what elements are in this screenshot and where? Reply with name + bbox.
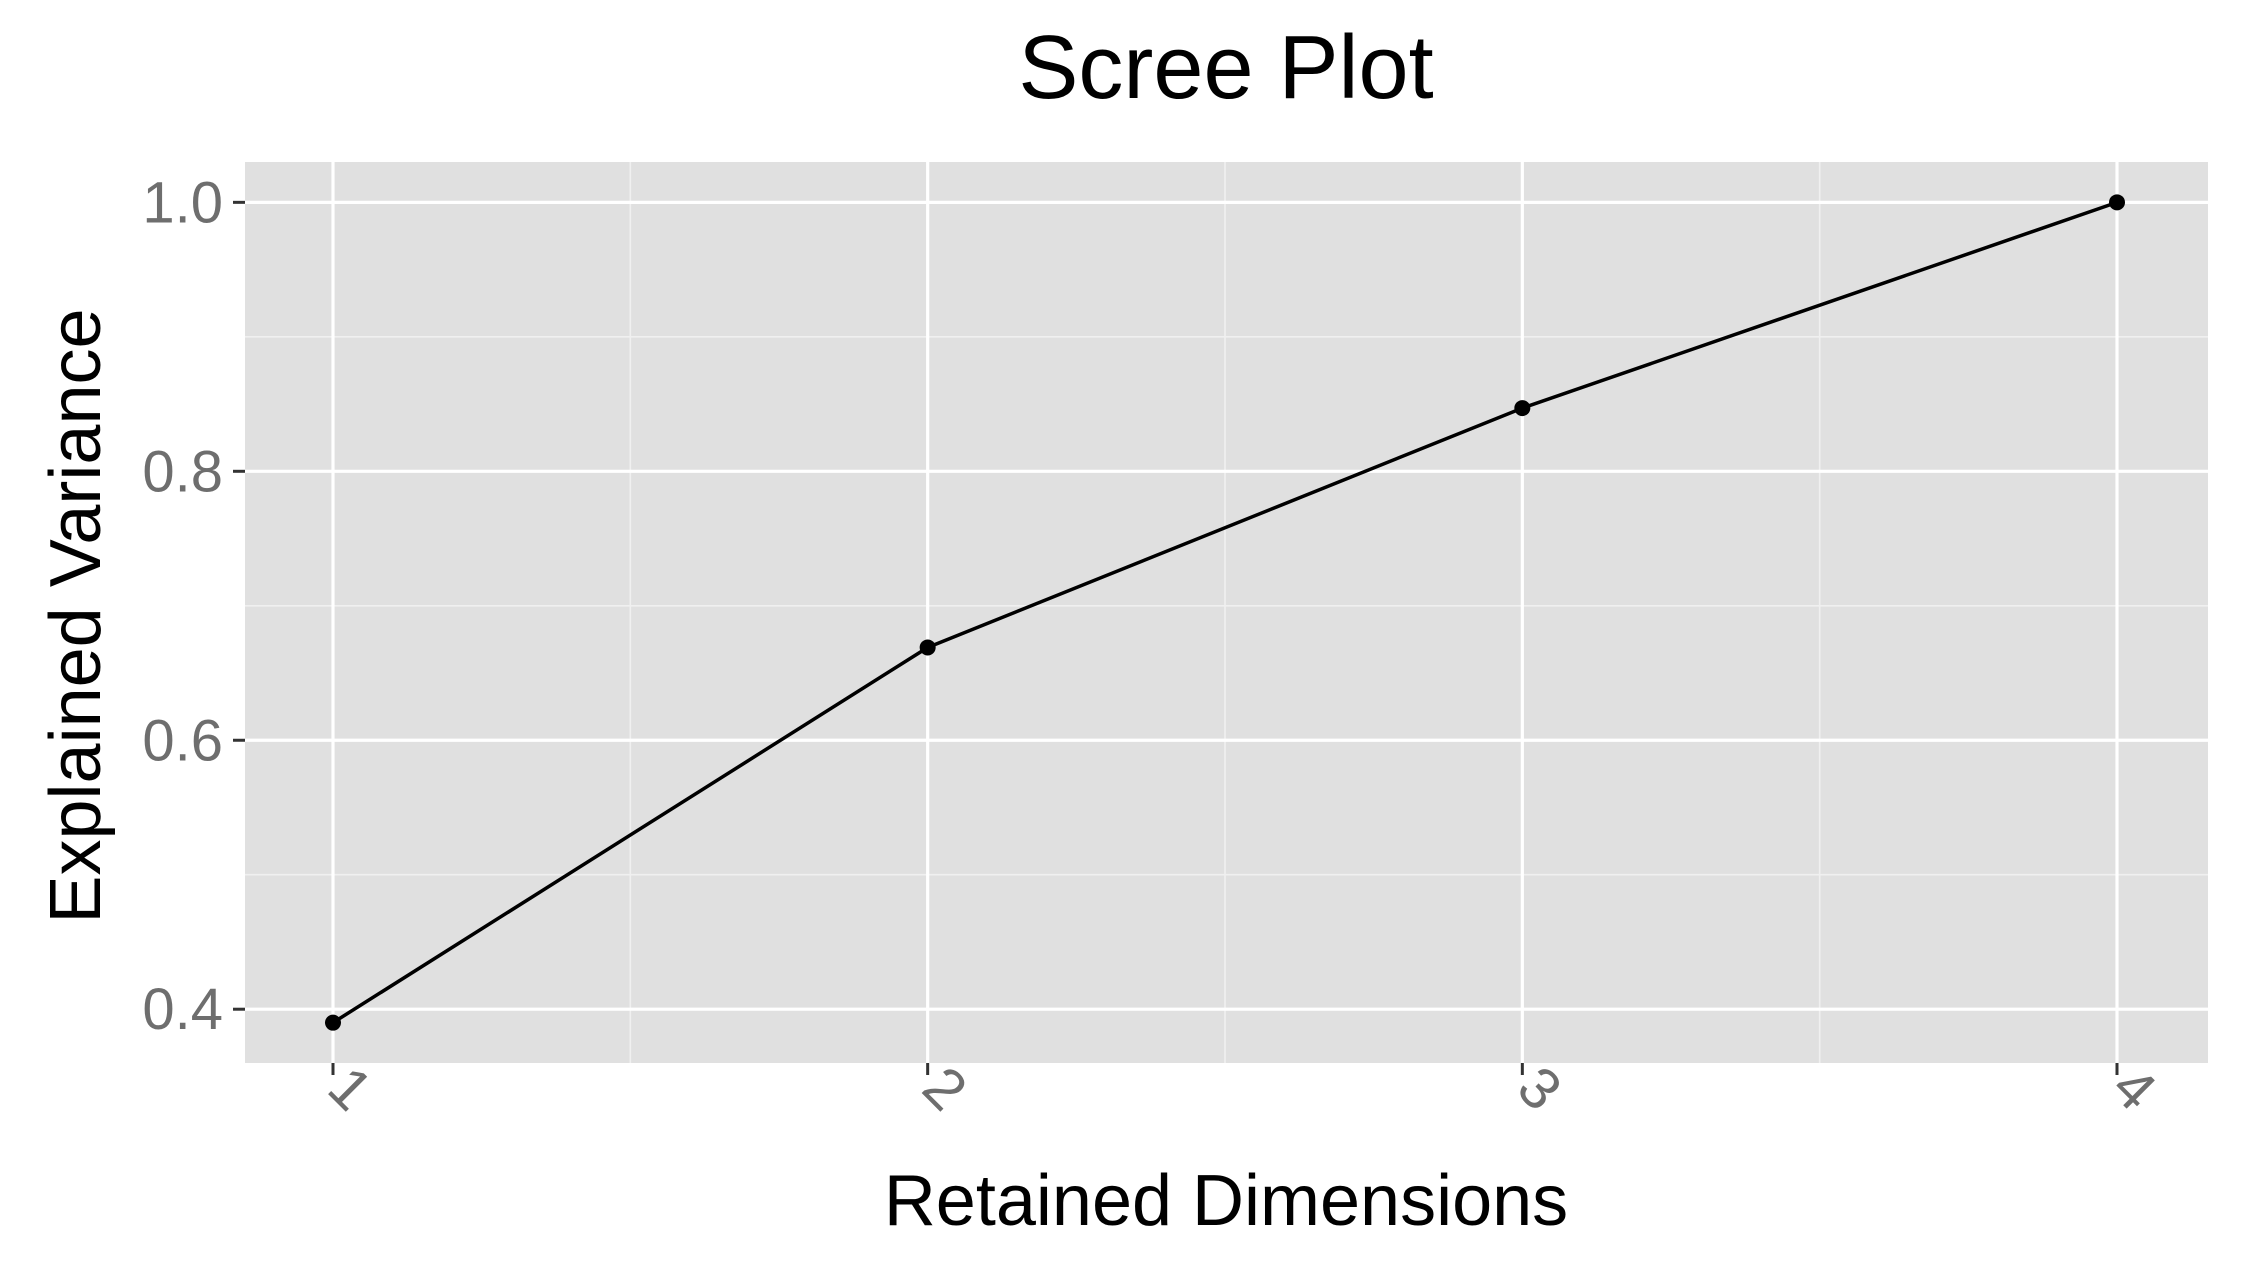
y-axis-title: Explained Variance: [36, 308, 116, 923]
x-tick-label: 3: [1505, 1054, 1574, 1123]
y-tick-label: 0.6: [142, 708, 223, 773]
x-axis: 1 2 3 4: [316, 1054, 2169, 1123]
y-tick-label: 0.8: [142, 439, 223, 504]
data-point: [325, 1014, 341, 1031]
series-line: [332, 200, 2118, 1025]
data-point: [2109, 194, 2125, 211]
y-tick-label: 1.0: [142, 170, 223, 235]
data-point: [919, 639, 936, 656]
plot-background: [245, 162, 2208, 1063]
plot-panel: [245, 162, 2208, 1063]
y-axis: 0.4 0.6 0.8 1.0: [142, 170, 245, 1042]
chart-title: Scree Plot: [1018, 18, 1433, 118]
series-explained-variance: [325, 194, 2125, 1031]
y-tick-label: 0.4: [142, 977, 223, 1042]
x-tick-label: 4: [2100, 1054, 2169, 1123]
data-point: [1514, 400, 1531, 417]
x-tick-label: 2: [910, 1054, 979, 1123]
x-axis-title: Retained Dimensions: [884, 1161, 1568, 1241]
x-tick-label: 1: [316, 1054, 385, 1123]
